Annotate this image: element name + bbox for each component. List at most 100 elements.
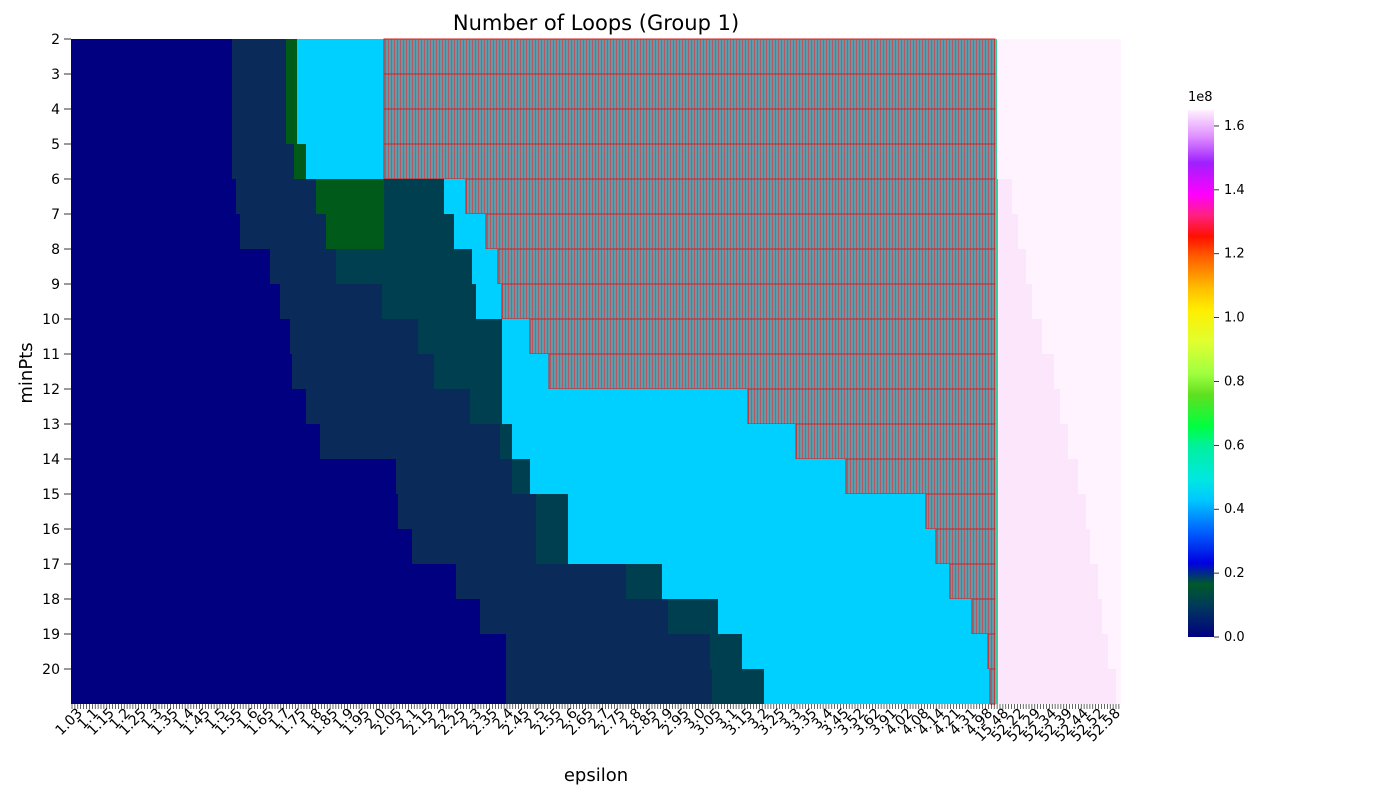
y-tick-label: 14 (42, 452, 60, 468)
heatmap-cell (326, 214, 384, 249)
heatmap-cell (998, 354, 1054, 389)
heatmap-cell (1108, 634, 1121, 669)
heatmap-cell (987, 633, 996, 670)
heatmap-cell (989, 668, 996, 705)
heatmap-cell (998, 389, 1060, 424)
heatmap-cell (995, 424, 998, 459)
heatmap-cell (384, 249, 472, 284)
heatmap-cell (1098, 564, 1121, 599)
heatmap-cell (998, 634, 1108, 669)
heatmap-cell (1032, 284, 1121, 319)
heatmap-cell (236, 179, 316, 214)
heatmap-cell (998, 179, 1012, 214)
y-tick-label: 3 (51, 67, 60, 83)
colorbar-tick-label: 0.4 (1224, 502, 1245, 517)
heatmap-cell (232, 109, 286, 144)
y-tick-label: 19 (42, 627, 60, 643)
heatmap-cell (294, 144, 306, 179)
chart-title: Number of Loops (Group 1) (453, 11, 739, 35)
heatmap-cell (998, 424, 1068, 459)
heatmap-cell (506, 634, 710, 669)
heatmap-cell (1078, 459, 1121, 494)
heatmap-cell (1054, 354, 1121, 389)
heatmap-cell (998, 529, 1090, 564)
heatmap-cell (530, 459, 846, 494)
heatmap-cell (536, 529, 568, 564)
y-tick-label: 10 (42, 312, 60, 328)
heatmap-cell (1090, 529, 1121, 564)
heatmap-cell (486, 354, 502, 389)
heatmap-cell (845, 458, 996, 495)
heatmap-cell (995, 564, 998, 599)
heatmap-cell (995, 459, 998, 494)
heatmap-cell (484, 319, 502, 354)
y-tick-label: 15 (42, 487, 60, 503)
heatmap-cell (995, 109, 998, 144)
heatmap-cell (383, 108, 996, 145)
heatmap-cell (1012, 179, 1121, 214)
y-tick-label: 8 (51, 242, 60, 258)
heatmap-cell (506, 669, 712, 704)
heatmap-cell (444, 179, 466, 214)
heatmap-cell (286, 39, 297, 74)
heatmap-cell (290, 319, 418, 354)
heatmap-cell (297, 74, 384, 109)
x-axis-label: epsilon (564, 765, 628, 786)
heatmap-cell (1086, 494, 1121, 529)
heatmap-cell (398, 494, 536, 529)
heatmap-cell (512, 424, 796, 459)
heatmap-cell (418, 319, 484, 354)
heatmap-cell (548, 353, 996, 390)
heatmap-cell (297, 109, 384, 144)
heatmap-cell (1018, 214, 1121, 249)
heatmap-cell (416, 284, 476, 319)
y-tick-label: 20 (42, 662, 60, 678)
colorbar-tick-label: 0.0 (1224, 630, 1245, 645)
heatmap-cell (465, 178, 996, 215)
heatmap-cell (995, 669, 998, 704)
heatmap-cell (502, 354, 549, 389)
y-tick-label: 6 (51, 172, 60, 188)
heatmap-cell (998, 599, 1102, 634)
heatmap-cell (502, 319, 530, 354)
colorbar-tick-label: 0.6 (1224, 438, 1245, 453)
heatmap-cell (476, 284, 502, 319)
heatmap-cell (316, 179, 384, 214)
heatmap-cell (270, 249, 336, 284)
heatmap-cell (383, 73, 996, 110)
heatmap-cell (286, 74, 297, 109)
heatmap-cell (995, 354, 998, 389)
heatmap-cell (998, 214, 1018, 249)
heatmap-cell (998, 319, 1042, 354)
heatmap-cell (710, 634, 742, 669)
heatmap-cell (1042, 319, 1121, 354)
heatmap-cell (998, 459, 1078, 494)
x-tick-labels: 1.031.11.151.21.251.31.351.41.451.51.551… (52, 704, 1124, 745)
heatmap-cell (292, 354, 434, 389)
colorbar-gradient (1188, 110, 1214, 637)
heatmap-cell (995, 389, 998, 424)
y-tick-label: 18 (42, 592, 60, 608)
heatmap-cell (232, 39, 286, 74)
heatmap-cell (998, 249, 1026, 284)
colorbar-tick-label: 0.2 (1224, 566, 1245, 581)
heatmap-cell (512, 459, 530, 494)
heatmap-cell (306, 144, 384, 179)
y-tick-label: 7 (51, 207, 60, 223)
heatmap-cell (529, 318, 996, 355)
heatmap-cell (995, 249, 998, 284)
heatmap-cell (470, 389, 502, 424)
heatmap-cell (320, 424, 500, 459)
heatmap-cell (995, 599, 998, 634)
heatmap-cell (1116, 669, 1121, 704)
y-tick-label: 4 (51, 102, 60, 118)
heatmap-cell (568, 529, 936, 564)
heatmap-cell (232, 74, 286, 109)
heatmap-cell (997, 39, 1121, 74)
heatmap-cell (500, 424, 512, 459)
heatmap-cell (935, 528, 996, 565)
heatmap-cell (480, 599, 668, 634)
colorbar-tick-label: 1.2 (1224, 247, 1245, 262)
heatmap-cell (998, 564, 1098, 599)
